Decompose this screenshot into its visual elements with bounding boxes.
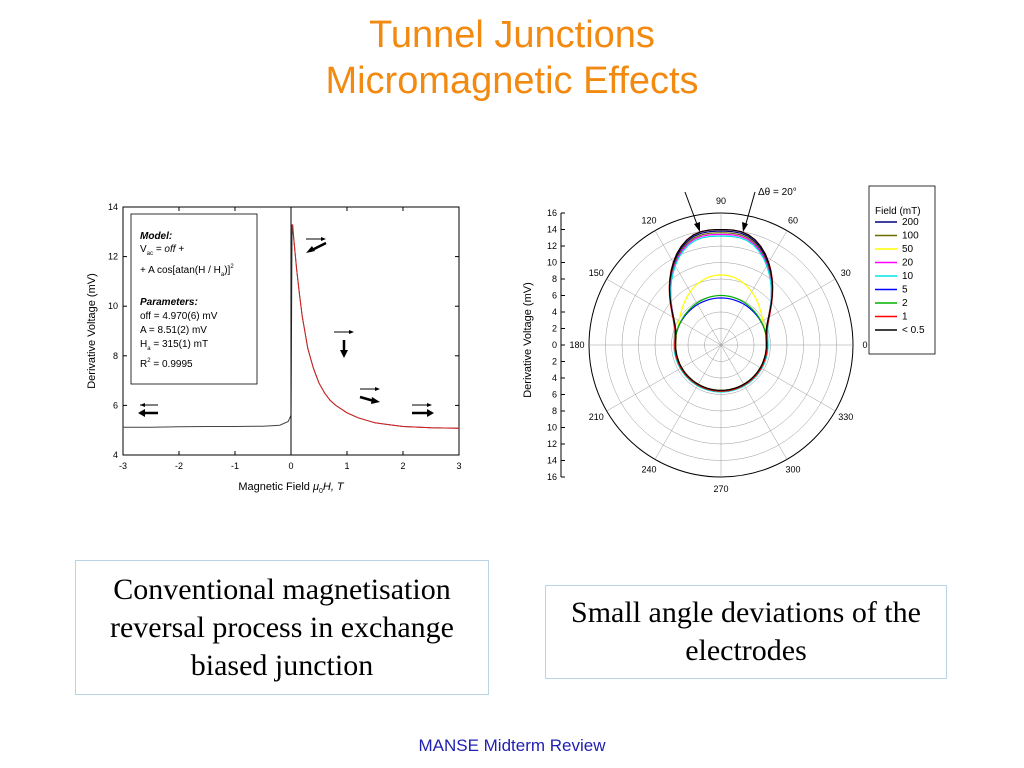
radial-tick-label: 12 [547,439,557,449]
angle-label: 300 [785,465,800,475]
delta-theta-arrows [684,191,756,232]
angle-label: 180 [569,340,584,350]
radial-tick-label: 2 [552,324,557,334]
legend-title: Field (mT) [875,206,921,217]
param-a: A = 8.51(2) mV [140,325,207,336]
angle-label: 240 [641,465,656,475]
param-ha: Ha = 315(1) mT [140,339,208,352]
series-line-1 [292,224,460,429]
radial-tick-label: 14 [547,456,557,466]
angular-gridline [720,344,836,412]
angle-label: 330 [838,412,853,422]
x-tick-label: 0 [288,461,293,471]
radial-tick-label: 4 [552,307,557,317]
legend-label: 50 [902,244,914,255]
params-title: Parameters: [140,297,198,308]
legend-label: 10 [902,271,914,282]
radial-tick-label: 6 [552,390,557,400]
legend-label: 2 [902,298,908,309]
legend-label: 5 [902,285,908,296]
legend-label: 1 [902,312,908,323]
angle-label: 210 [589,412,604,422]
param-off: off = 4.970(6) mV [140,311,218,322]
radial-tick-label: 14 [547,225,557,235]
x-tick-label: 3 [456,461,461,471]
caption-left: Conventional magnetisation reversal proc… [75,560,489,695]
x-tick-label: 1 [344,461,349,471]
radial-tick-label: 0 [552,340,557,350]
angle-label: 60 [788,215,798,225]
polar-legend: Field (mT) 200 100 50 20 10 5 2 1 < 0.5 [868,185,936,355]
model-title: Model: [140,231,172,242]
radial-tick-label: 10 [547,423,557,433]
slide-title: Tunnel Junctions Micromagnetic Effects [0,12,1024,104]
arrow-pair-left [138,403,158,417]
chart1-x-label: Magnetic Field μ0H, T [238,481,345,495]
x-tick-label: 2 [400,461,405,471]
legend-box [868,185,936,355]
angle-label: 90 [716,196,726,206]
radial-tick-label: 8 [552,274,557,284]
radial-tick-label: 8 [552,406,557,416]
angular-gridline [654,230,722,346]
radial-tick-label: 4 [552,373,557,383]
arrow-pair-top [306,237,327,253]
model-line-2: + A cos[atan(H / Ha)]2 [140,264,234,278]
arrow-pair-mid [334,330,354,358]
legend-label: 100 [902,231,919,242]
y-tick-label: 4 [113,450,118,460]
chart2-y-label: Derivative Voltage (mV) [522,282,534,398]
radial-tick-label: 6 [552,291,557,301]
legend-label: < 0.5 [902,325,925,336]
y-tick-label: 10 [108,301,118,311]
angle-label: 0 [862,340,867,350]
x-tick-label: -3 [119,461,127,471]
radial-tick-label: 10 [547,258,557,268]
delta-theta-annotation: Δθ = 20° [758,187,797,198]
caption-right: Small angle deviations of the electrodes [545,585,947,679]
caption-right-text: Small angle deviations of the electrodes [571,596,921,667]
polar-series-8 [668,229,774,391]
y-tick-label: 14 [108,202,118,212]
angular-gridline [654,344,722,460]
angular-gridline [606,344,722,412]
angular-gridline [720,230,788,346]
angle-label: 120 [641,215,656,225]
angular-gridline [720,278,836,346]
model-line-1: Vac = off + [140,244,184,257]
title-line-1: Tunnel Junctions [369,14,655,56]
radial-tick-label: 16 [547,472,557,482]
angular-gridline [720,344,788,460]
legend-label: 200 [902,217,919,228]
angle-label: 270 [713,484,728,494]
caption-left-text: Conventional magnetisation reversal proc… [109,572,454,682]
radial-tick-label: 2 [552,357,557,367]
angular-gridline [606,278,722,346]
y-tick-label: 8 [113,351,118,361]
radial-tick-label: 16 [547,208,557,218]
chart1-y-label: Derivative Voltage (mV) [86,273,98,389]
param-r2: R2 = 0.9995 [140,358,193,370]
angle-label: 30 [841,268,851,278]
model-box [130,213,258,385]
legend-label: 20 [902,258,914,269]
y-tick-label: 12 [108,252,118,262]
arrow-pair-right1 [359,387,380,404]
title-line-2: Micromagnetic Effects [325,60,699,102]
x-tick-label: -2 [175,461,183,471]
y-tick-label: 6 [113,400,118,410]
arrow-pair-right2 [412,403,434,417]
angle-label: 150 [589,268,604,278]
polar-series-4 [670,235,772,393]
radial-tick-label: 12 [547,241,557,251]
x-tick-label: -1 [231,461,239,471]
slide-footer: MANSE Midterm Review [418,736,606,755]
